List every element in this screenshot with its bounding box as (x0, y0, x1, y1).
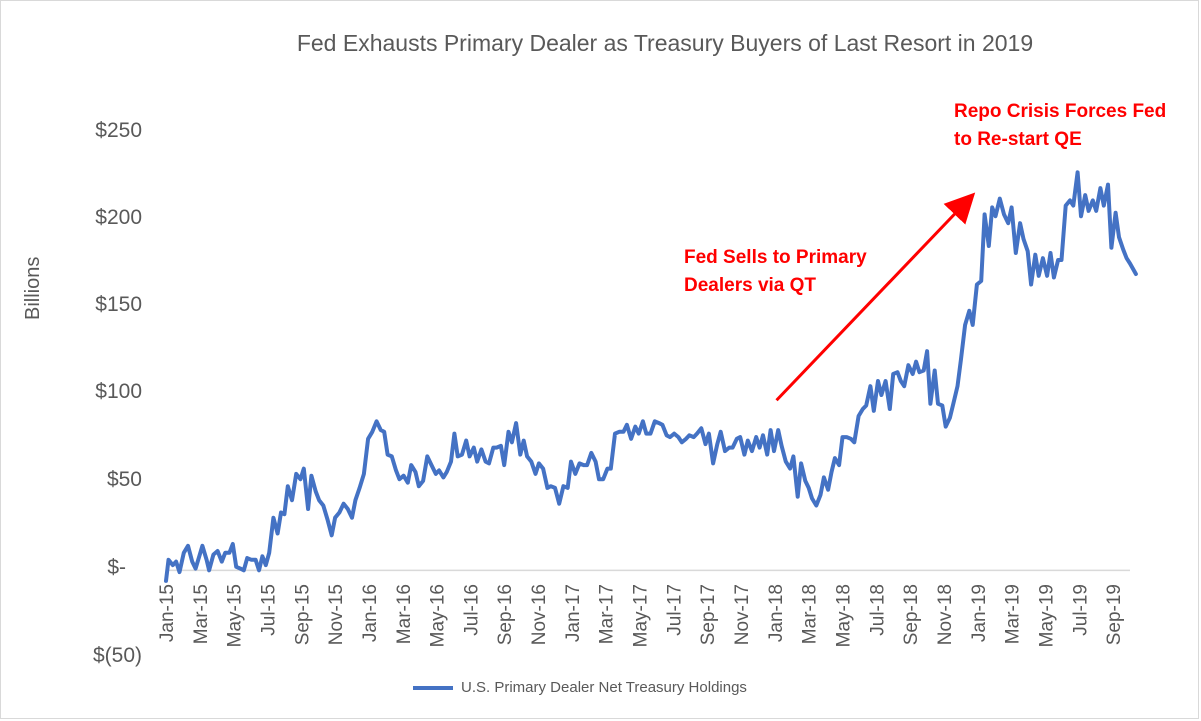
x-tick-label: Jul-17 (664, 584, 685, 636)
x-tick-label: Sep-18 (901, 584, 922, 645)
x-tick-label: Jul-19 (1070, 584, 1091, 636)
x-tick-label: May-16 (428, 584, 449, 647)
y-tick-label: $100 (95, 380, 142, 403)
x-tick-label: May-15 (225, 584, 246, 647)
annotation-line: Repo Crisis Forces Fed (954, 101, 1167, 122)
annotation-arrow (775, 192, 976, 402)
legend-label: U.S. Primary Dealer Net Treasury Holding… (461, 679, 747, 696)
x-tick-label: May-18 (833, 584, 854, 647)
x-tick-label: Jul-16 (461, 584, 482, 636)
x-tick-label: Jul-18 (867, 584, 888, 636)
x-tick-label: Mar-16 (394, 584, 415, 644)
x-tick-label: Mar-18 (800, 584, 821, 644)
y-tick-label: $250 (95, 119, 142, 142)
annotation-line: to Re-start QE (954, 129, 1082, 150)
x-tick-label: May-17 (631, 584, 652, 647)
x-tick-label: Mar-15 (191, 584, 212, 644)
x-tick-label: Mar-19 (1003, 584, 1024, 644)
x-tick-label: Nov-17 (732, 584, 753, 645)
annotation-qt: Fed Sells to Primary Dealers via QT (684, 244, 904, 300)
x-tick-label: Jan-16 (360, 584, 381, 642)
y-tick-label: $150 (95, 293, 142, 316)
y-tick-label: $(50) (92, 644, 142, 667)
annotation-repo-crisis: Repo Crisis Forces Fed to Re-start QE (954, 98, 1194, 154)
x-tick-label: Jan-15 (157, 584, 178, 642)
x-tick-label: Nov-16 (529, 584, 550, 645)
y-axis-label: Billions (22, 256, 44, 320)
y-tick-label: $- (107, 556, 126, 579)
x-tick-label: Jan-17 (563, 584, 584, 642)
x-tick-label: Jul-15 (258, 584, 279, 636)
x-tick-label: Sep-15 (292, 584, 313, 645)
x-tick-label: Nov-18 (935, 584, 956, 645)
annotation-line: Dealers via QT (684, 275, 817, 296)
y-tick-label: $50 (106, 468, 142, 491)
legend: U.S. Primary Dealer Net Treasury Holding… (413, 679, 747, 696)
legend-swatch (413, 686, 453, 691)
x-tick-label: Nov-15 (326, 584, 347, 645)
x-tick-label: Mar-17 (597, 584, 618, 644)
annotation-line: Fed Sells to Primary (684, 247, 867, 268)
x-tick-label: May-19 (1036, 584, 1057, 647)
x-tick-label: Sep-16 (495, 584, 516, 645)
x-tick-label: Sep-17 (698, 584, 719, 645)
x-tick-label: Jan-18 (766, 584, 787, 642)
x-tick-label: Sep-19 (1104, 584, 1125, 645)
x-tick-label: Jan-19 (969, 584, 990, 642)
series-line (164, 170, 1138, 583)
y-tick-label: $200 (95, 206, 142, 229)
chart-title: Fed Exhausts Primary Dealer as Treasury … (296, 30, 1034, 56)
